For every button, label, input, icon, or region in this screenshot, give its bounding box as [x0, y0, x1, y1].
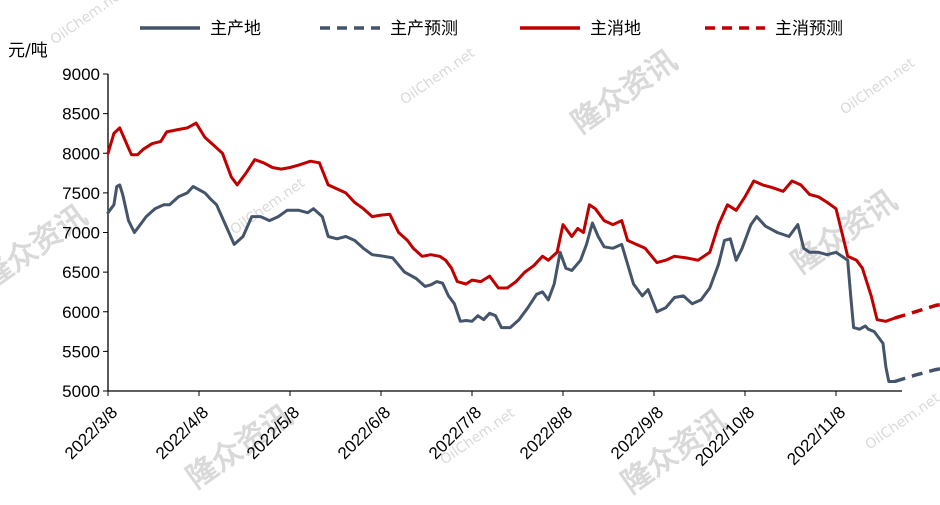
- y-tick-label: 8000: [62, 144, 100, 163]
- series-line: [106, 121, 897, 323]
- watermark-site-text: OilChem.net: [837, 55, 918, 118]
- y-tick-label: 6500: [62, 263, 100, 282]
- series-layer: [106, 121, 940, 384]
- y-tick-label: 7000: [62, 224, 100, 243]
- watermark-brand-text: 隆众资讯: [785, 183, 903, 280]
- axes: 5000 5500 6000 6500 7000 7500 8000 8500 9000 2022…: [61, 65, 902, 470]
- watermark-site-text: OilChem.net: [227, 175, 308, 238]
- y-tick-label: 8500: [62, 105, 100, 124]
- y-tick-label: 5000: [62, 382, 100, 401]
- watermark-site-text: OilChem.net: [47, 0, 128, 48]
- y-axis-unit-label: 元/吨: [8, 41, 48, 61]
- series-line: [894, 367, 940, 384]
- series-line: [894, 302, 940, 320]
- watermark-site-text: OilChem.net: [862, 390, 940, 453]
- series-line: [106, 183, 897, 383]
- y-tick-label: 7500: [62, 184, 100, 203]
- legend-label: 主产预测: [390, 19, 458, 39]
- legend-label: 主产地: [210, 19, 261, 39]
- y-tick-label: 6000: [62, 303, 100, 322]
- x-tick-label: 2022/3/8: [61, 403, 121, 463]
- y-tick-label: 9000: [62, 65, 100, 84]
- watermark-brand-text: 隆众资讯: [565, 43, 683, 140]
- watermark-site-text: OilChem.net: [397, 45, 478, 108]
- y-tick-label: 5500: [62, 342, 100, 361]
- legend-label: 主消地: [590, 19, 641, 39]
- legend: 主产地 主产预测 主消地 主消预测: [140, 19, 843, 39]
- legend-label: 主消预测: [775, 19, 843, 39]
- x-tick-label: 2022/8/8: [516, 403, 576, 463]
- x-tick-label: 2022/6/8: [334, 403, 394, 463]
- x-tick-label: 2022/11/8: [783, 403, 849, 469]
